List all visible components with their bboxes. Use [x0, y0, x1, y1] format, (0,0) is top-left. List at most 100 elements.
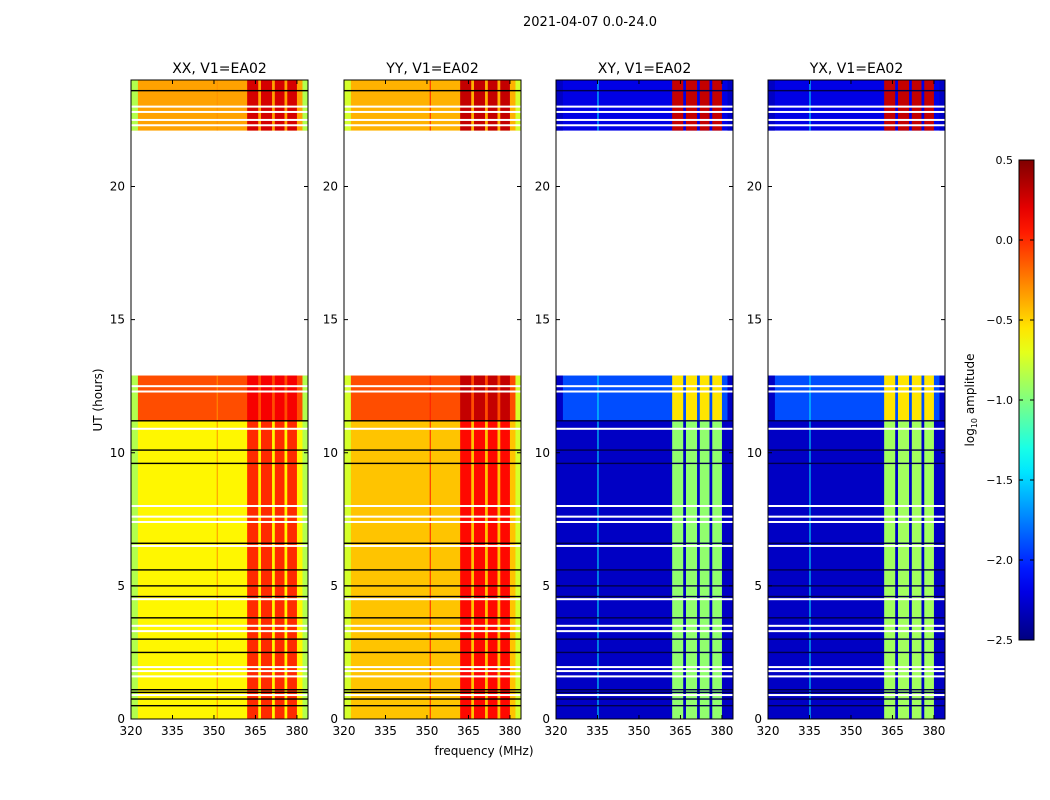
heatmap-edge — [515, 80, 521, 131]
flagged-row — [556, 598, 733, 601]
y-tick-label: 0 — [330, 712, 338, 726]
flagged-row — [344, 505, 521, 507]
colorbar: 0.5 0.0 −0.5 −1.0 −1.5 −2.0 −2.5 — [986, 154, 1035, 647]
rfi-band — [247, 375, 259, 421]
flagged-row — [556, 666, 733, 669]
flagged-row — [556, 694, 733, 697]
panel-xx: XX, V1=EA02 320 335 350 365 380 0 5 10 15 20 — [110, 61, 309, 738]
x-axis-label: frequency (MHz) — [434, 744, 533, 758]
colorbar-tick-label: −2.0 — [986, 554, 1013, 567]
rfi-band — [699, 80, 710, 131]
dark-row — [131, 595, 308, 598]
x-tick-label: 365 — [457, 724, 480, 738]
dark-row — [344, 704, 521, 707]
channel-line — [597, 375, 599, 421]
y-tick-label: 5 — [542, 579, 550, 593]
channel-line — [809, 375, 811, 421]
heatmap-edge — [556, 375, 563, 421]
rfi-band — [897, 80, 910, 131]
flagged-row — [344, 630, 521, 633]
flagged-row — [768, 520, 945, 523]
panel-yy: YY, V1=EA02 320 335 350 365 380 0 5 10 15 20 — [323, 61, 522, 738]
flagged-row — [768, 598, 945, 601]
flagged-row — [768, 544, 945, 547]
y-tick-label: 5 — [754, 579, 762, 593]
x-tick-label: 350 — [416, 724, 439, 738]
rfi-band — [473, 375, 486, 421]
rfi-band — [897, 375, 910, 421]
rfi-band — [260, 375, 273, 421]
x-tick-label: 320 — [120, 724, 143, 738]
dark-row — [344, 542, 521, 544]
dark-row — [344, 569, 521, 571]
flagged-row — [768, 110, 945, 113]
y-tick-label: 0 — [542, 712, 550, 726]
colorbar-tick-label: −1.5 — [986, 474, 1013, 487]
dark-row — [131, 89, 308, 92]
dark-row — [344, 638, 521, 640]
dark-row — [556, 542, 733, 544]
flagged-row — [556, 390, 733, 393]
y-tick-label: 15 — [535, 313, 550, 327]
rfi-band — [487, 375, 498, 421]
heatmap-edge — [302, 375, 308, 421]
flagged-row — [131, 520, 308, 523]
flagged-row — [344, 118, 521, 121]
flagged-row — [344, 110, 521, 113]
x-tick-label: 335 — [161, 724, 184, 738]
y-tick-label: 15 — [747, 313, 762, 327]
heatmap-edge — [515, 375, 521, 421]
heatmap-edge — [344, 375, 351, 421]
flagged-row — [344, 670, 521, 673]
flagged-row — [768, 675, 945, 678]
dark-row — [768, 595, 945, 598]
flagged-row — [131, 670, 308, 673]
rfi-band — [712, 375, 722, 421]
heatmap-edge — [344, 80, 351, 131]
flagged-row — [344, 675, 521, 678]
dark-row — [344, 449, 521, 451]
dark-row — [344, 462, 521, 465]
flagged-row — [344, 105, 521, 108]
heatmap-edge — [556, 80, 563, 131]
heatmap-edge — [768, 80, 775, 131]
dark-row — [556, 449, 733, 451]
flagged-row — [131, 666, 308, 669]
y-tick-label: 10 — [323, 446, 338, 460]
rfi-band — [487, 80, 498, 131]
dark-row — [768, 691, 945, 694]
dark-row — [556, 569, 733, 571]
dark-row — [768, 651, 945, 654]
dark-row — [556, 595, 733, 598]
panel-title: YX, V1=EA02 — [809, 61, 904, 77]
x-tick-label: 320 — [333, 724, 356, 738]
flagged-row — [131, 598, 308, 601]
panel-yx: YX, V1=EA02 320 335 350 365 380 0 5 10 15 20 — [747, 61, 946, 738]
y-tick-label: 20 — [747, 180, 762, 194]
flagged-row — [556, 118, 733, 121]
x-tick-label: 380 — [498, 724, 521, 738]
heatmap-edge — [939, 375, 945, 421]
dark-row — [131, 420, 308, 422]
y-axis-label: UT (hours) — [91, 368, 105, 431]
rfi-band — [672, 375, 684, 421]
x-tick-label: 335 — [374, 724, 397, 738]
y-tick-label: 10 — [535, 446, 550, 460]
heatmap-edge — [727, 80, 733, 131]
y-tick-label: 10 — [747, 446, 762, 460]
dark-row — [344, 420, 521, 422]
x-tick-label: 365 — [881, 724, 904, 738]
flagged-row — [768, 630, 945, 633]
rfi-band — [500, 80, 510, 131]
rfi-band — [712, 80, 722, 131]
flagged-row — [131, 427, 308, 430]
flagged-row — [556, 515, 733, 518]
flagged-row — [344, 598, 521, 601]
x-tick-label: 320 — [757, 724, 780, 738]
colorbar-label: log10 amplitude — [963, 354, 979, 447]
dark-row — [768, 617, 945, 619]
heatmap-edge — [131, 375, 138, 421]
heatmap-edge — [302, 80, 308, 131]
y-tick-label: 20 — [110, 180, 125, 194]
rfi-band — [260, 80, 273, 131]
